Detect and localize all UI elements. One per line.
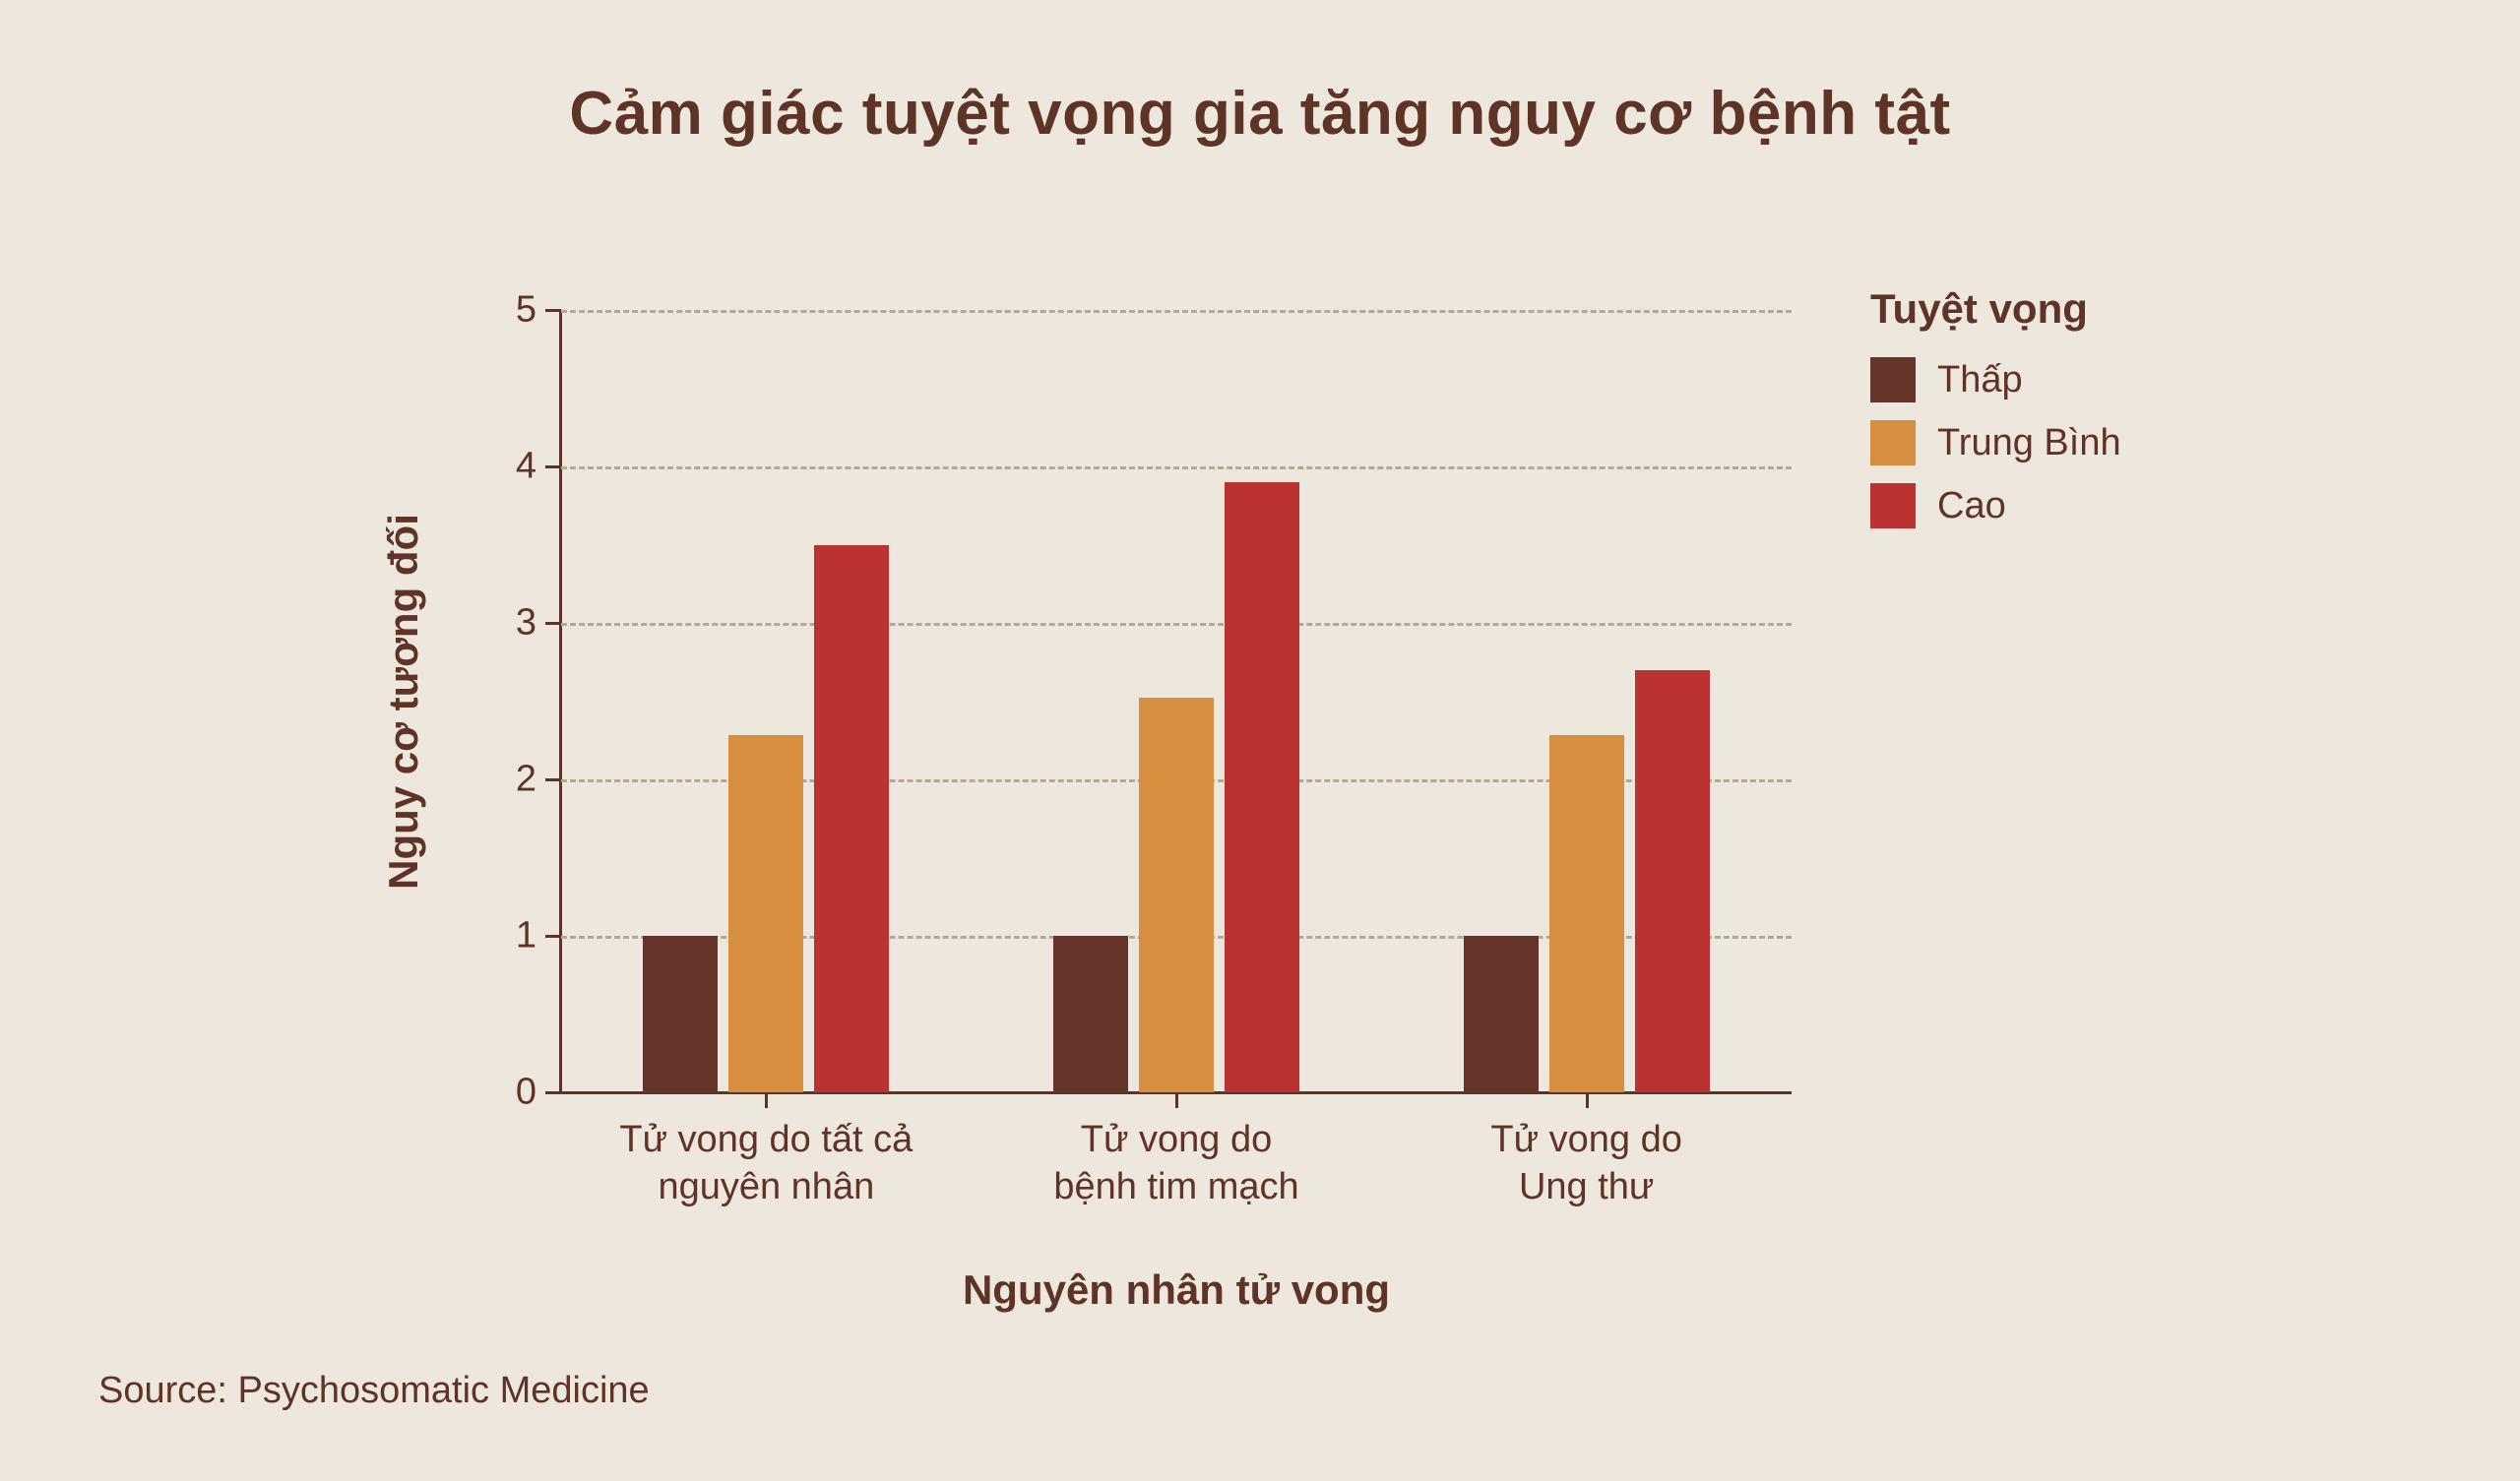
- bar: [1053, 936, 1128, 1092]
- y-tick-label: 3: [516, 602, 536, 645]
- legend-label: Trung Bình: [1937, 422, 2121, 464]
- legend-item: Trung Bình: [1870, 420, 2264, 465]
- y-tick-label: 1: [516, 915, 536, 957]
- gridline: [561, 466, 1792, 469]
- bar: [643, 936, 718, 1092]
- bar: [1549, 735, 1624, 1092]
- plot: 012345Tử vong do tất cả nguyên nhânTử vo…: [561, 310, 1792, 1092]
- y-tick: [545, 935, 561, 938]
- legend-swatch: [1870, 420, 1916, 465]
- legend: Tuyệt vọng Thấp Trung Bình Cao: [1870, 285, 2264, 546]
- bar: [1464, 936, 1539, 1092]
- y-tick: [545, 778, 561, 781]
- bar: [1635, 670, 1710, 1092]
- y-tick: [545, 309, 561, 312]
- legend-swatch: [1870, 483, 1916, 528]
- chart-title: Cảm giác tuyệt vọng gia tăng nguy cơ bện…: [0, 79, 2520, 149]
- chart-container: Cảm giác tuyệt vọng gia tăng nguy cơ bện…: [0, 0, 2520, 1481]
- legend-title: Tuyệt vọng: [1870, 285, 2264, 333]
- y-tick-label: 0: [516, 1072, 536, 1114]
- category-label: Tử vong do Ung thư: [1392, 1117, 1782, 1210]
- bar: [728, 735, 803, 1092]
- legend-swatch: [1870, 357, 1916, 402]
- x-axis-label: Nguyên nhân tử vong: [561, 1266, 1792, 1314]
- category-label: Tử vong do bệnh tim mạch: [981, 1117, 1371, 1210]
- bar: [1139, 698, 1214, 1092]
- y-tick-label: 5: [516, 289, 536, 332]
- y-axis: [559, 310, 562, 1092]
- source-caption: Source: Psychosomatic Medicine: [98, 1370, 650, 1412]
- legend-item: Cao: [1870, 483, 2264, 528]
- y-tick: [545, 622, 561, 625]
- legend-item: Thấp: [1870, 357, 2264, 402]
- category-label: Tử vong do tất cả nguyên nhân: [571, 1117, 961, 1210]
- y-tick-label: 4: [516, 446, 536, 488]
- bar: [1225, 482, 1299, 1092]
- gridline: [561, 310, 1792, 313]
- y-tick: [545, 1091, 561, 1094]
- y-axis-label: Nguy cơ tương đối: [380, 514, 427, 890]
- x-tick: [765, 1092, 768, 1108]
- x-tick: [1175, 1092, 1178, 1108]
- y-tick-label: 2: [516, 759, 536, 801]
- legend-label: Cao: [1937, 485, 2006, 527]
- bar: [814, 545, 889, 1093]
- gridline: [561, 623, 1792, 626]
- x-tick: [1586, 1092, 1589, 1108]
- chart-plot-area: 012345Tử vong do tất cả nguyên nhânTử vo…: [561, 310, 1792, 1092]
- y-tick: [545, 465, 561, 468]
- legend-label: Thấp: [1937, 359, 2023, 401]
